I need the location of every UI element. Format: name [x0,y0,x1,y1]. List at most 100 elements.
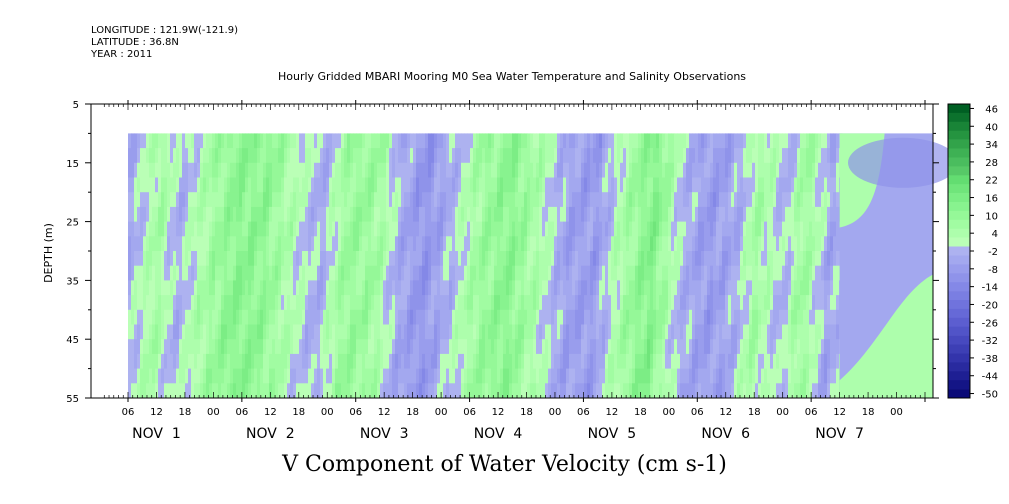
heatmap-cell [833,368,837,384]
heatmap-cell [185,309,189,325]
heatmap-cell [560,133,564,149]
heatmap-cell [188,251,192,267]
heatmap-cell [323,265,327,281]
heatmap-cell [245,280,249,296]
heatmap-cell [746,251,750,267]
heatmap-cell [800,177,804,193]
heatmap-cell [443,324,447,340]
heatmap-cell [200,339,204,355]
heatmap-cell [380,324,384,340]
heatmap-cell [368,383,372,399]
heatmap-cell [740,383,744,399]
heatmap-cell [734,309,738,325]
heatmap-cell [320,324,324,340]
heatmap-cell [431,162,435,178]
heatmap-cell [197,353,201,370]
heatmap-cell [821,162,825,178]
heatmap-cell [446,133,450,149]
heatmap-cell [698,368,702,384]
heatmap-cell [539,177,543,193]
heatmap-cell [626,251,630,267]
heatmap-cell [347,265,351,281]
heatmap-cell [518,192,522,208]
heatmap-cell [281,295,285,311]
heatmap-cell [656,251,660,267]
heatmap-cell [440,280,444,296]
heatmap-cell [803,206,807,223]
heatmap-cell [326,177,330,193]
heatmap-cell [245,133,249,149]
heatmap-cell [257,265,261,281]
heatmap-cell [548,383,552,399]
heatmap-cell [752,148,756,164]
heatmap-cell [524,251,528,267]
heatmap-cell [548,221,552,237]
heatmap-cell [467,324,471,340]
heatmap-cell [695,192,699,208]
heatmap-cell [725,177,729,193]
heatmap-cell [533,295,537,311]
heatmap-cell [446,280,450,296]
heatmap-cell [323,251,327,267]
heatmap-cell [182,295,186,311]
heatmap-cell [329,309,333,325]
heatmap-cell [641,368,645,384]
heatmap-cell [758,265,762,281]
heatmap-cell [707,133,711,149]
heatmap-cell [809,295,813,311]
heatmap-cell [209,206,213,223]
heatmap-cell [272,265,276,281]
heatmap-cell [368,353,372,370]
heatmap-cell [590,162,594,178]
heatmap-cell [200,221,204,237]
heatmap-cell [389,368,393,384]
heatmap-cell [395,295,399,311]
heatmap-cell [647,177,651,193]
heatmap-cell [620,324,624,340]
heatmap-cell [332,148,336,164]
heatmap-cell [836,383,840,399]
heatmap-cell [302,133,306,149]
heatmap-cell [761,251,765,267]
heatmap-cell [500,251,504,267]
heatmap-cell [536,236,540,252]
heatmap-cell [200,133,204,149]
heatmap-cell [680,221,684,237]
heatmap-cell [599,280,603,296]
heatmap-cell [182,177,186,193]
heatmap-cell [350,221,354,237]
heatmap-cell [623,339,627,355]
heatmap-cell [638,353,642,370]
heatmap-cell [230,206,234,223]
heatmap-cell [209,265,213,281]
heatmap-cell [239,295,243,311]
heatmap-cell [701,192,705,208]
heatmap-cell [731,162,735,178]
heatmap-cell [698,251,702,267]
heatmap-cell [551,339,555,355]
heatmap-cell [635,192,639,208]
heatmap-cell [164,221,168,237]
heatmap-cell [740,368,744,384]
heatmap-cell [353,192,357,208]
heatmap-cell [584,236,588,252]
heatmap-cell [341,280,345,296]
heatmap-cell [242,177,246,193]
heatmap-cell [830,383,834,399]
heatmap-cell [563,133,567,149]
heatmap-cell [266,353,270,370]
heatmap-cell [830,148,834,164]
heatmap-cell [728,148,732,164]
heatmap-cell [212,295,216,311]
heatmap-cell [800,383,804,399]
heatmap-cell [728,383,732,399]
heatmap-cell [359,148,363,164]
heatmap-cell [674,162,678,178]
heatmap-cell [188,309,192,325]
heatmap-cell [182,251,186,267]
heatmap-cell [581,133,585,149]
heatmap-cell [794,236,798,252]
heatmap-cell [773,236,777,252]
heatmap-cell [152,177,156,193]
heatmap-cell [686,295,690,311]
